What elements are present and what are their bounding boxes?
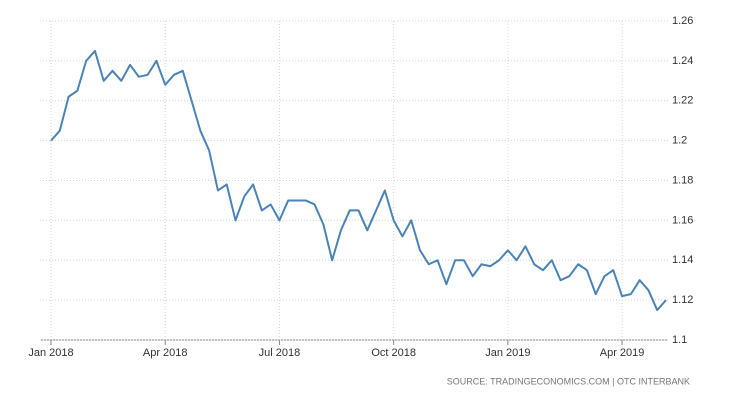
y-tick-label: 1.1: [672, 334, 687, 346]
y-tick-label: 1.22: [672, 95, 693, 107]
x-tick-label: Apr 2018: [143, 347, 188, 359]
source-note: SOURCE: TRADINGECONOMICS.COM | OTC INTER…: [447, 376, 690, 386]
y-tick-label: 1.16: [672, 214, 693, 226]
line-series: [50, 49, 667, 312]
x-tick-label: Apr 2019: [600, 347, 645, 359]
y-tick-label: 1.14: [672, 254, 693, 266]
y-tick-label: 1.2: [672, 135, 687, 147]
y-tick-label: 1.18: [672, 174, 693, 186]
y-tick-label: 1.12: [672, 294, 693, 306]
x-tick-label: Jan 2018: [28, 347, 73, 359]
y-tick-label: 1.26: [672, 15, 693, 27]
x-tick-label: Jan 2019: [485, 347, 530, 359]
x-tick-label: Oct 2018: [371, 347, 416, 359]
y-tick-label: 1.24: [672, 55, 693, 67]
x-tick-label: Jul 2018: [259, 347, 301, 359]
